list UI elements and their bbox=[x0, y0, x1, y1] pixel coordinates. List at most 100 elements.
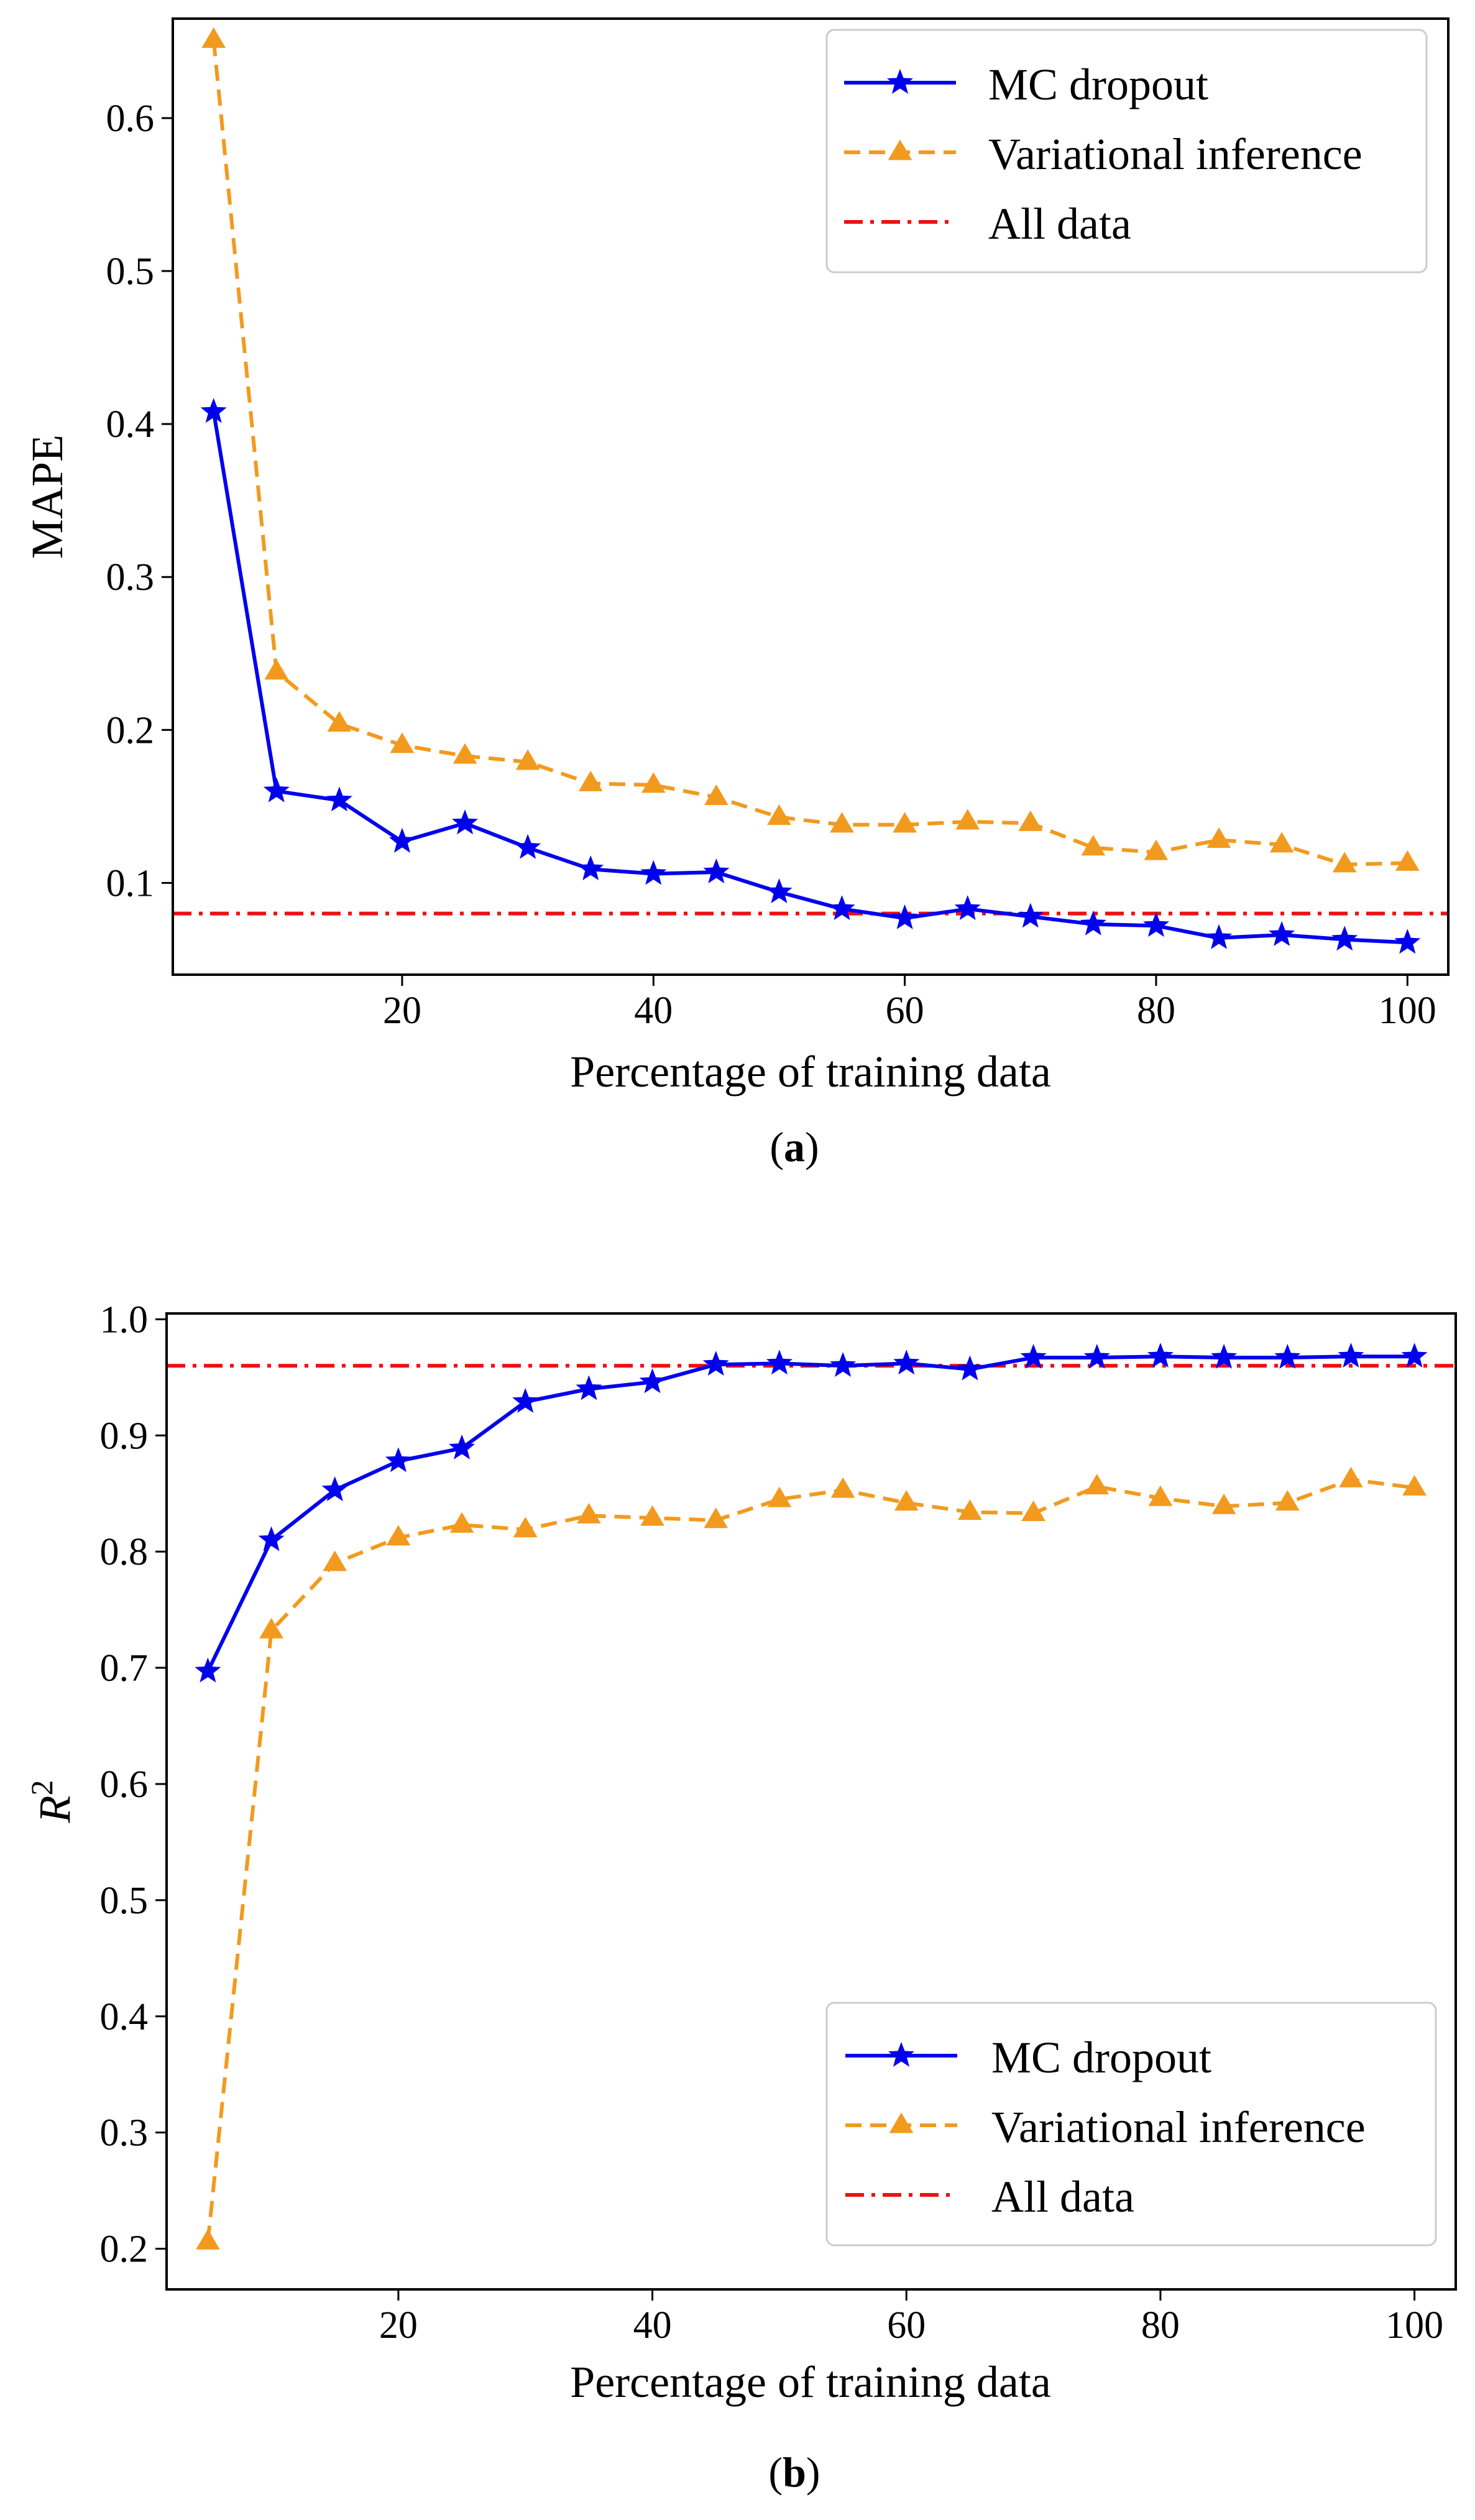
chart-a-x-tick-label-80: 80 bbox=[1137, 990, 1175, 1032]
chart-a-point-mc-dropout-5 bbox=[200, 398, 227, 423]
chart-a-point-variational-inference-85 bbox=[1206, 827, 1231, 848]
chart-b-point-variational-inference-50 bbox=[767, 1486, 792, 1507]
chart-a-y-tick-label-0-2: 0.2 bbox=[106, 709, 155, 752]
chart-a-legend-symbols bbox=[844, 68, 956, 224]
chart-a-point-variational-inference-5 bbox=[201, 27, 226, 48]
chart-b-x-tick-label-100: 100 bbox=[1385, 2304, 1443, 2347]
chart-b-point-mc-dropout-35 bbox=[576, 1375, 602, 1400]
chart-b-point-variational-inference-35 bbox=[577, 1502, 601, 1524]
chart-a-point-mc-dropout-35 bbox=[577, 855, 604, 881]
chart-a-point-variational-inference-35 bbox=[578, 770, 603, 791]
chart-a-legend-marker-variational-inference bbox=[888, 139, 912, 160]
chart-a-point-mc-dropout-75 bbox=[1080, 910, 1106, 936]
chart-a-x-tick-label-20: 20 bbox=[383, 990, 421, 1032]
chart-a-point-variational-inference-40 bbox=[641, 772, 666, 793]
chart-b-point-variational-inference-85 bbox=[1211, 1493, 1236, 1514]
chart-b-x-tick-label-60: 60 bbox=[887, 2304, 926, 2347]
chart-a-point-variational-inference-45 bbox=[704, 784, 728, 806]
chart-b-legend-marker-variational-inference bbox=[889, 2112, 914, 2133]
chart-b-point-mc-dropout-40 bbox=[639, 1368, 666, 1394]
chart-a-point-variational-inference-90 bbox=[1269, 832, 1294, 853]
chart-b-point-variational-inference-90 bbox=[1275, 1490, 1300, 1511]
chart-a-point-mc-dropout-100 bbox=[1394, 929, 1421, 954]
chart-a-x-tick-label-40: 40 bbox=[634, 990, 673, 1032]
chart-a-point-variational-inference-70 bbox=[1018, 810, 1043, 831]
chart-b-legend: MC dropout Variational inference All dat… bbox=[825, 2002, 1437, 2246]
chart-a-point-mc-dropout-65 bbox=[954, 895, 981, 921]
chart-a-point-mc-dropout-30 bbox=[515, 834, 541, 859]
chart-a-y-tick-label-0-4: 0.4 bbox=[106, 403, 155, 446]
chart-a-point-variational-inference-95 bbox=[1332, 852, 1357, 873]
chart-b-point-mc-dropout-15 bbox=[321, 1476, 348, 1502]
chart-b-point-variational-inference-70 bbox=[1021, 1500, 1045, 1522]
chart-b-point-mc-dropout-10 bbox=[258, 1526, 285, 1552]
chart-b-y-tick-label-0-5: 0.5 bbox=[100, 1880, 149, 1922]
chart-b-point-mc-dropout-60 bbox=[893, 1350, 920, 1375]
chart-a-point-variational-inference-50 bbox=[767, 804, 791, 825]
chart-b-y-axis-label-superscript: 2 bbox=[24, 1780, 59, 1796]
chart-b-legend-label-mc-dropout: MC dropout bbox=[991, 2033, 1211, 2082]
chart-a-caption: (a) bbox=[770, 1123, 819, 1170]
chart-b-point-mc-dropout-20 bbox=[385, 1447, 411, 1473]
chart-b-point-mc-dropout-50 bbox=[766, 1350, 793, 1375]
chart-a-point-variational-inference-20 bbox=[390, 732, 415, 753]
chart-a-x-tick-label-100: 100 bbox=[1379, 990, 1436, 1032]
chart-b-point-mc-dropout-55 bbox=[830, 1351, 857, 1377]
chart-a-point-mc-dropout-70 bbox=[1017, 903, 1044, 928]
chart-b-x-axis-label: Percentage of training data bbox=[570, 2357, 1051, 2407]
chart-a-y-tick-label-0-1: 0.1 bbox=[106, 862, 155, 904]
chart-a-y-tick-label-0-5: 0.5 bbox=[106, 251, 155, 293]
chart-a-point-mc-dropout-25 bbox=[451, 809, 479, 835]
chart-a-point-mc-dropout-85 bbox=[1205, 924, 1233, 949]
chart-a-legend-marker-mc-dropout bbox=[886, 68, 914, 94]
chart-a-plot-frame bbox=[172, 17, 1450, 976]
chart-b-series-line-mc-dropout bbox=[206, 1354, 1415, 1673]
chart-b-x-tick-label-40: 40 bbox=[633, 2304, 672, 2347]
chart-b-legend-label-all-data: All data bbox=[991, 2172, 1134, 2222]
chart-b-point-variational-inference-15 bbox=[323, 1550, 347, 1571]
chart-b-point-mc-dropout-95 bbox=[1338, 1343, 1364, 1368]
chart-a-point-mc-dropout-95 bbox=[1331, 926, 1358, 951]
chart-a-legend-frame bbox=[825, 29, 1428, 274]
chart-b-y-axis-label: R2 bbox=[24, 1780, 80, 1824]
chart-b-y-axis-label-base: R bbox=[30, 1796, 80, 1824]
chart-b-y-tick-label-0-2: 0.2 bbox=[100, 2228, 149, 2271]
chart-b-point-variational-inference-65 bbox=[958, 1499, 982, 1520]
chart-a-x-tick-label-60: 60 bbox=[886, 990, 924, 1032]
chart-b-caption: (b) bbox=[768, 2449, 820, 2496]
chart-b-point-variational-inference-80 bbox=[1148, 1485, 1173, 1506]
chart-a-point-mc-dropout-45 bbox=[703, 858, 730, 884]
chart-b-y-tick-label-1-0: 1.0 bbox=[100, 1299, 149, 1341]
chart-b-series-line-variational-inference bbox=[206, 1478, 1415, 2242]
chart-a-point-mc-dropout-40 bbox=[640, 860, 667, 885]
chart-b-point-mc-dropout-75 bbox=[1083, 1343, 1110, 1369]
chart-b-point-variational-inference-95 bbox=[1339, 1466, 1363, 1488]
chart-b-plot-layer: 20 40 60 80 100 0.2 0.3 0.4 0.5 0.6 0.7 0.8 0.9 1.0 bbox=[100, 1299, 1456, 2347]
chart-b-legend-frame bbox=[825, 2002, 1437, 2246]
chart-a-point-variational-inference-60 bbox=[893, 812, 917, 833]
chart-b-point-mc-dropout-45 bbox=[702, 1351, 729, 1376]
chart-b-point-mc-dropout-70 bbox=[1020, 1343, 1047, 1369]
chart-b-point-mc-dropout-85 bbox=[1211, 1343, 1238, 1369]
chart-a-point-variational-inference-65 bbox=[955, 809, 980, 830]
chart-b-y-tick-label-0-4: 0.4 bbox=[100, 1996, 149, 2038]
chart-b-point-variational-inference-10 bbox=[259, 1617, 283, 1639]
chart-b-point-mc-dropout-65 bbox=[957, 1355, 983, 1381]
chart-b-y-tick-label-0-3: 0.3 bbox=[100, 2112, 149, 2154]
chart-b-point-mc-dropout-100 bbox=[1401, 1343, 1428, 1368]
chart-a-x-axis-label: Percentage of training data bbox=[570, 1047, 1051, 1097]
chart-b-legend-label-variational-inference: Variational inference bbox=[991, 2102, 1366, 2152]
chart-a-point-mc-dropout-15 bbox=[326, 786, 352, 812]
chart-b-point-variational-inference-45 bbox=[704, 1507, 728, 1529]
chart-a-series-line-variational-inference bbox=[211, 40, 1408, 867]
chart-a-legend-label-all-data: All data bbox=[988, 199, 1131, 249]
chart-a-point-mc-dropout-60 bbox=[891, 904, 918, 929]
chart-b-legend-marker-mc-dropout bbox=[888, 2041, 915, 2067]
chart-a-legend-label-variational-inference: Variational inference bbox=[988, 129, 1362, 179]
chart-a-y-tick-label-0-3: 0.3 bbox=[106, 556, 155, 599]
chart-b-point-mc-dropout-25 bbox=[449, 1434, 476, 1460]
chart-a-point-mc-dropout-20 bbox=[388, 827, 416, 853]
chart-b-point-variational-inference-40 bbox=[640, 1505, 664, 1526]
chart-a-series-line-mc-dropout bbox=[211, 411, 1408, 945]
chart-b-point-mc-dropout-80 bbox=[1147, 1343, 1174, 1368]
